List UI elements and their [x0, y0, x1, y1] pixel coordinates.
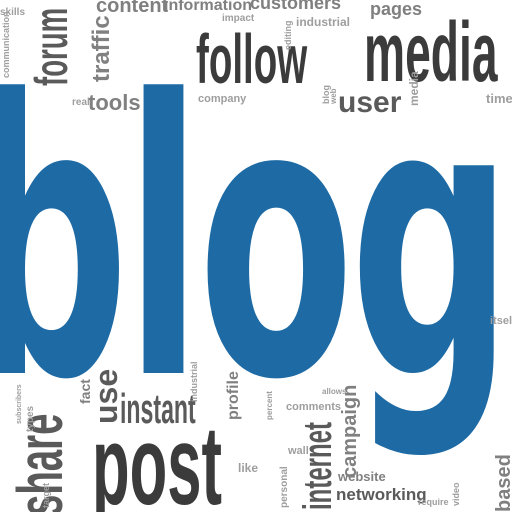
word-internet: internet [296, 421, 340, 510]
word-pages: pages [370, 0, 423, 19]
word-blog-hero: blog [0, 20, 512, 463]
word-industrial: industrial [296, 15, 351, 29]
word-based: based [493, 454, 512, 512]
word-follow: follow [196, 20, 308, 98]
word-editing: editing [283, 20, 293, 51]
word-types: types [25, 405, 36, 432]
word-networking: networking [336, 485, 427, 504]
word-instant: instant [120, 385, 196, 432]
word-forum: forum [25, 7, 77, 86]
word-communication: communication [1, 11, 11, 78]
word-website: website [338, 469, 386, 484]
word-web: web [329, 88, 338, 104]
word-percent: percent [265, 391, 274, 420]
word-real: real [72, 97, 90, 108]
word-tools: tools [88, 90, 141, 115]
word-target: target [41, 482, 51, 508]
word-fact: fact [77, 379, 93, 404]
word-content: content [96, 0, 169, 17]
word-information: information [164, 0, 252, 14]
word-allows: allows [322, 387, 347, 396]
word-wall: wall [288, 445, 309, 457]
word-require: require [418, 497, 449, 507]
word-time: time [486, 91, 512, 106]
word-company: company [198, 93, 247, 105]
word-subscribers: subscribers [16, 384, 23, 424]
word-like: like [238, 461, 259, 475]
word-post: post [92, 403, 223, 512]
word-media: media [364, 5, 498, 99]
word-campaign: campaign [339, 384, 361, 478]
word-use: use [88, 368, 124, 424]
word-media-small: media [407, 71, 421, 106]
word-industrial-small: industrial [189, 361, 199, 402]
word-user: user [338, 86, 402, 119]
word-skills: skills [0, 7, 26, 18]
word-comments: comments [286, 401, 342, 413]
word-itself: itself [490, 315, 512, 327]
word-share: share [4, 413, 76, 512]
word-personal: personal [279, 466, 290, 508]
word-profile: profile [225, 371, 242, 420]
word-impact: impact [222, 13, 255, 24]
word-video: video [451, 482, 461, 506]
word-customers: customers [250, 0, 342, 13]
word-traffic: traffic [88, 15, 115, 82]
